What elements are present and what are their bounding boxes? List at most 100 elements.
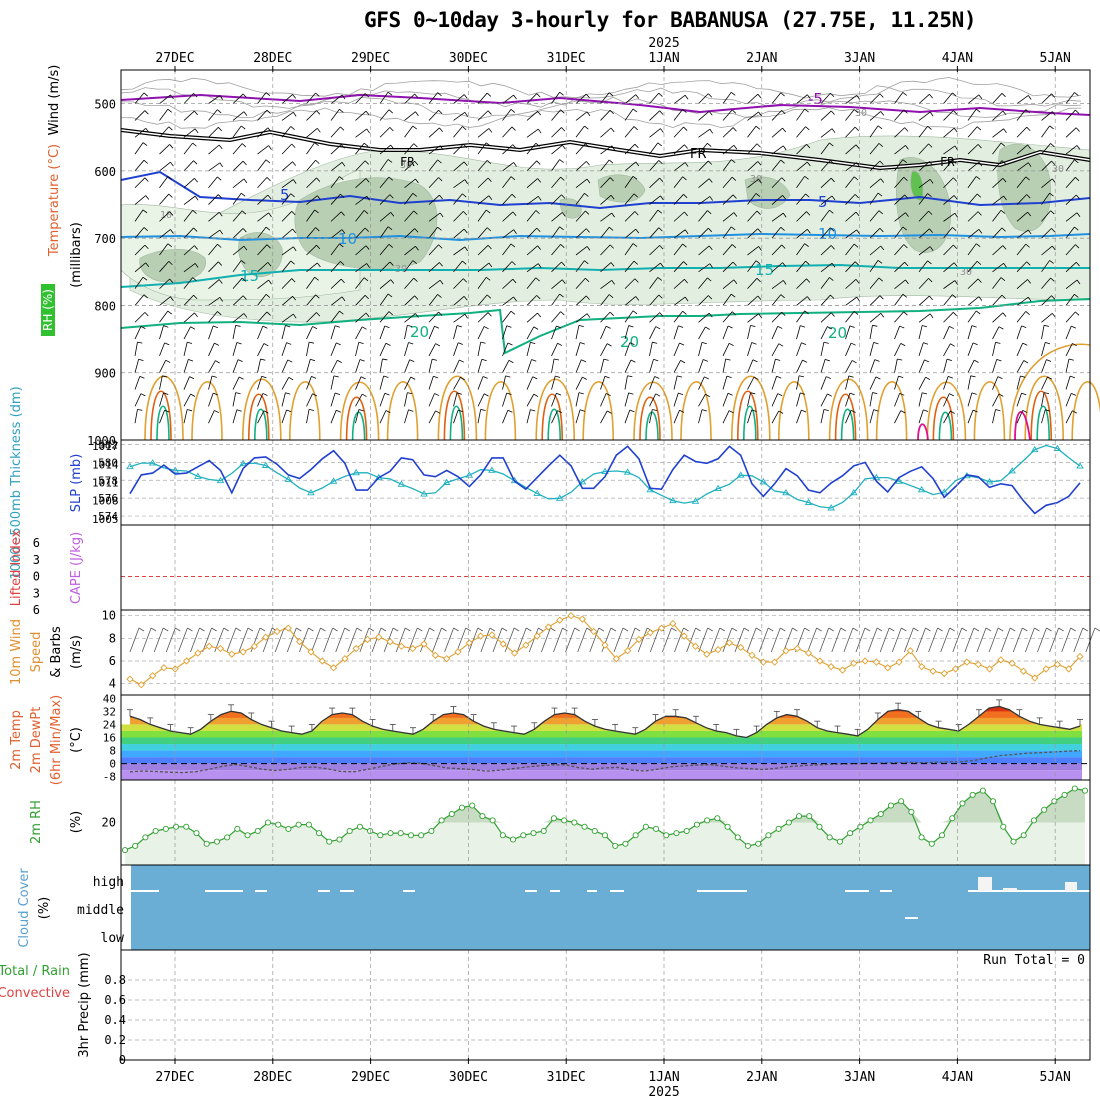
wind-speed-point xyxy=(329,664,338,672)
wind-barb xyxy=(404,93,415,104)
wind-barb-flag xyxy=(635,296,640,301)
wind-barb xyxy=(1016,144,1028,155)
wind-speed-point xyxy=(974,660,982,669)
wind-barb xyxy=(967,176,977,188)
wind-barb-flag xyxy=(363,277,369,282)
wind-barb-flag xyxy=(536,93,541,98)
wind-barb-flag xyxy=(707,142,712,147)
wind-barb xyxy=(281,193,292,205)
rh-point xyxy=(224,834,231,841)
wind-barb xyxy=(600,279,612,289)
wind-barb xyxy=(281,359,289,373)
wind-barb-flag xyxy=(805,126,810,131)
isotherm-line xyxy=(120,263,1090,288)
wind-barb xyxy=(159,278,170,289)
wind-barb xyxy=(379,226,389,239)
slp-point xyxy=(623,468,632,475)
wind-barb xyxy=(992,409,996,424)
wind-barb xyxy=(992,326,1000,340)
wind-barb xyxy=(453,161,465,172)
wind-barb xyxy=(428,343,436,357)
temperature-hot-fill xyxy=(130,706,1080,718)
wind-barb xyxy=(404,193,414,205)
wind-barb xyxy=(502,176,512,188)
wind-barb xyxy=(134,110,146,121)
year-label-bottom: 2025 xyxy=(648,1085,679,1100)
wind-speed-point xyxy=(250,642,259,650)
wind-barb-flag xyxy=(260,358,266,361)
rh-point xyxy=(132,842,139,849)
wind-barb-flag xyxy=(780,92,785,97)
temperature-tick-label: 8 xyxy=(109,745,116,758)
wind-barb-flag xyxy=(192,142,197,147)
wind-barb xyxy=(134,244,146,256)
wind-barb-flag xyxy=(610,195,615,200)
wind-barb xyxy=(1041,210,1051,222)
wind-barb xyxy=(306,195,318,205)
lifted-index-axis-label: Lifted Index xyxy=(9,529,24,606)
cloud-axis-label: Cloud Cover xyxy=(17,868,32,948)
wind-barb xyxy=(428,358,433,373)
wind-barb xyxy=(845,342,852,357)
wind-barb xyxy=(600,343,608,357)
wind-barb xyxy=(747,210,758,222)
wind-barb xyxy=(355,245,367,256)
wind-barb xyxy=(159,410,166,424)
wind-barb-flag xyxy=(657,209,663,214)
wind-barb xyxy=(281,392,286,407)
wind-barb xyxy=(551,279,563,289)
wind-barb-flag xyxy=(292,246,297,252)
wind-barb xyxy=(208,410,215,424)
wind-barb-flag xyxy=(804,310,809,315)
cloud-background xyxy=(131,865,1090,950)
wind-barb xyxy=(232,93,244,104)
wind-barb xyxy=(379,159,389,172)
wind-barb-flag xyxy=(532,376,538,380)
wind-barb xyxy=(159,392,164,407)
wind-barb-10m xyxy=(601,627,612,653)
wind-barb-flag xyxy=(1001,294,1006,299)
wind-barb-flag xyxy=(899,392,905,396)
wind-barb xyxy=(502,229,514,239)
wind-barb xyxy=(943,280,956,289)
slp-point xyxy=(307,488,315,496)
wind-barb-flag xyxy=(364,295,369,300)
wind-barb-flag xyxy=(240,192,246,197)
wind-barb-flag xyxy=(655,393,661,397)
wind-barb-flag xyxy=(872,392,878,394)
wind-barb xyxy=(428,127,440,138)
wind-barb xyxy=(1016,410,1024,424)
wind-barb-flag xyxy=(1071,393,1076,396)
wind-barb xyxy=(649,177,660,189)
wind-barb xyxy=(820,277,830,289)
wind-barb xyxy=(722,279,735,289)
wind-barb-flag xyxy=(414,93,419,98)
wind-barb xyxy=(1016,194,1028,205)
wind-barb-flag xyxy=(928,210,933,215)
wind-barb-flag xyxy=(341,296,346,302)
wind-barb xyxy=(845,375,850,390)
wind-barb xyxy=(820,195,833,205)
wind-barb xyxy=(869,376,877,390)
wind-barb-flag xyxy=(142,209,148,214)
precip-axis-label: 3hr Precip (mm) xyxy=(77,952,92,1057)
wind-barb xyxy=(1016,279,1028,289)
wind-barb-flag xyxy=(1075,194,1080,200)
wind-barb xyxy=(796,126,806,138)
wind-barb xyxy=(649,142,659,155)
rh-contour-label: 30 xyxy=(855,108,867,119)
wind-barb-10m xyxy=(707,627,713,632)
wind-barb xyxy=(624,278,636,289)
wind-barb-flag xyxy=(219,229,224,235)
wind-barb-flag xyxy=(217,311,222,316)
wind-barb-flag xyxy=(1025,176,1030,181)
wind-barb xyxy=(208,176,218,188)
wind-barb xyxy=(1065,109,1076,121)
wind-barb-flag xyxy=(162,375,168,378)
wind-barb-flag xyxy=(806,296,811,301)
wind-speed-point xyxy=(590,627,598,636)
wind-barb xyxy=(306,277,315,289)
wind-barb-flag xyxy=(953,262,958,267)
wind-barb-flag xyxy=(585,295,590,300)
wind-barb xyxy=(673,126,684,138)
